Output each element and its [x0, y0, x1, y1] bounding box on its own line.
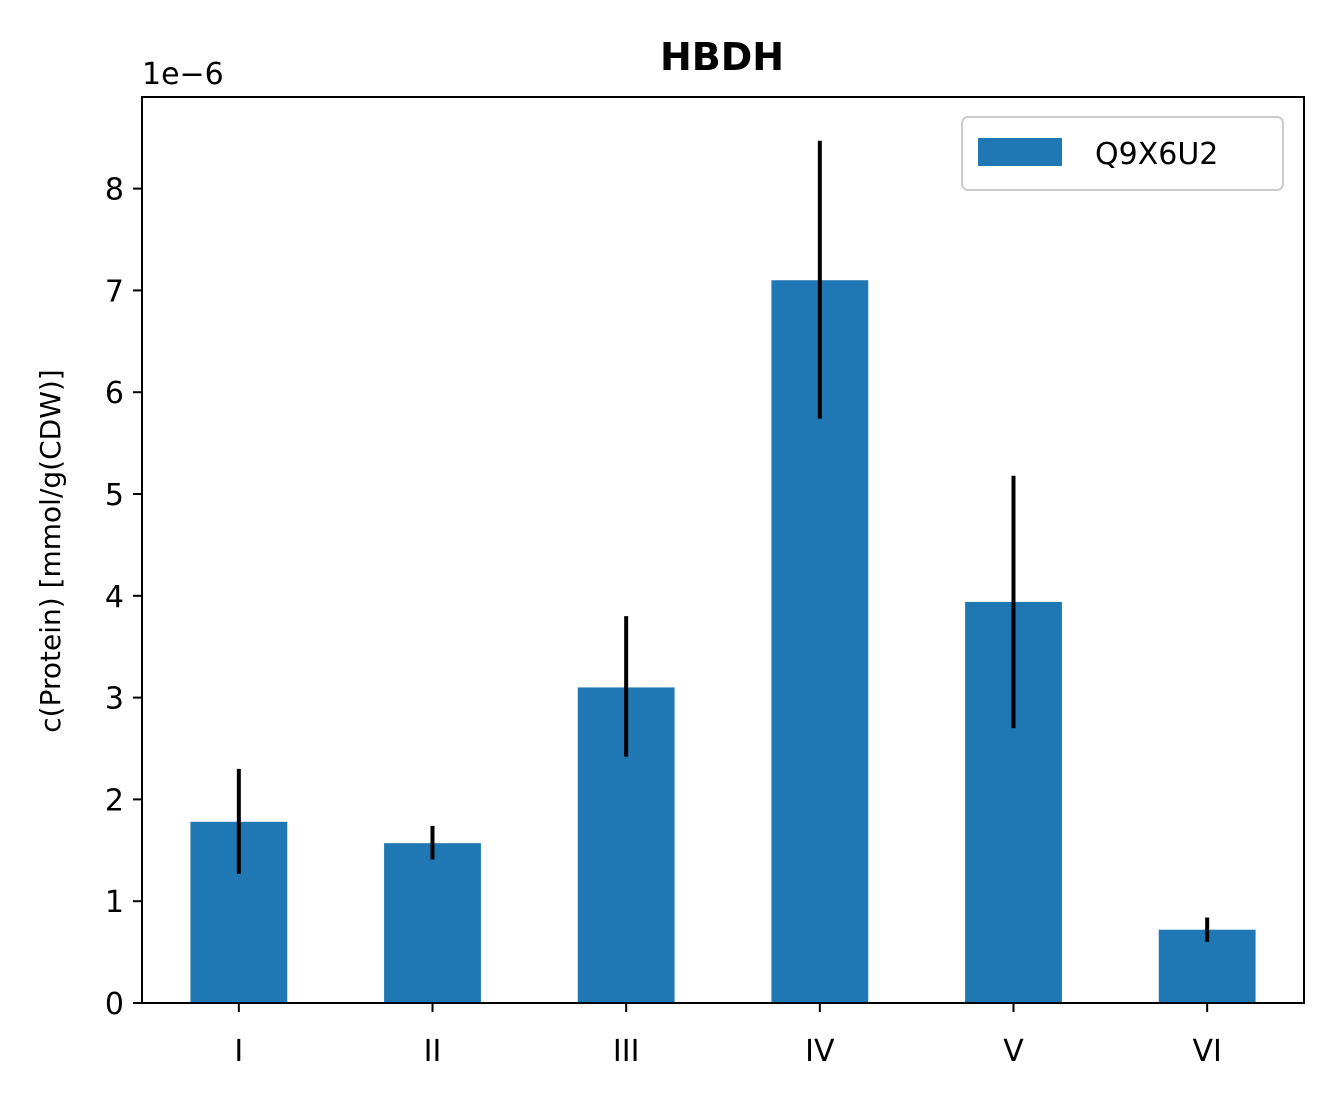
x-tick-label-VI: VI — [1192, 1034, 1221, 1069]
bar-VI — [1158, 929, 1256, 1003]
legend-frame — [961, 116, 1284, 191]
x-tick-label-V: V — [1003, 1034, 1024, 1069]
y-tick-label-8: 8 — [105, 173, 124, 208]
bars-group — [190, 280, 1256, 1003]
y-axis-ticks: 0 1 2 3 4 5 6 7 8 — [105, 173, 142, 1022]
legend: Q9X6U2 — [961, 116, 1284, 191]
plot-frame — [141, 96, 1305, 1004]
legend-entry-label: Q9X6U2 — [1095, 137, 1218, 172]
x-tick-label-IV: IV — [805, 1034, 835, 1069]
y-tick-label-2: 2 — [105, 783, 124, 818]
y-tick-label-0: 0 — [105, 987, 124, 1022]
legend-swatch — [978, 138, 1062, 166]
y-axis-label: c(Protein) [mmol/g(CDW)] — [34, 369, 67, 732]
x-tick-label-II: II — [424, 1034, 442, 1069]
y-tick-label-1: 1 — [105, 885, 124, 920]
y-axis-offset-label: 1e−6 — [142, 57, 224, 92]
y-tick-label-3: 3 — [105, 682, 124, 717]
y-tick-label-6: 6 — [105, 376, 124, 411]
x-tick-label-III: III — [613, 1034, 640, 1069]
x-axis-ticks: I II III IV V VI — [234, 1003, 1222, 1069]
y-tick-label-5: 5 — [105, 478, 124, 513]
y-tick-label-4: 4 — [105, 580, 124, 615]
error-bars-group — [236, 140, 1210, 942]
x-tick-label-I: I — [234, 1034, 243, 1069]
bar-II — [384, 843, 481, 1003]
chart-title: HBDH — [660, 35, 784, 79]
y-tick-label-7: 7 — [105, 274, 124, 309]
